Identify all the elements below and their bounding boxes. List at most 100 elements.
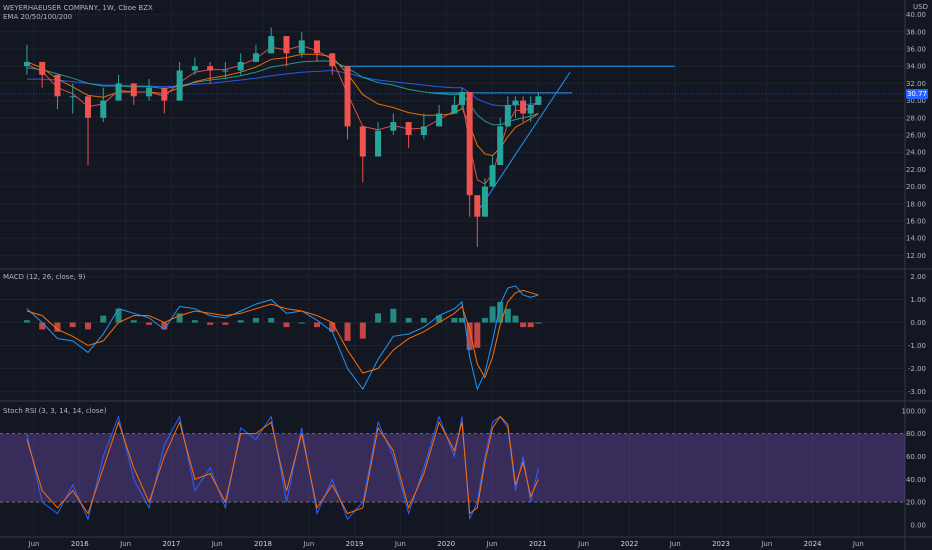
x-tick-label: 2022 [620,540,638,548]
chart-title: WEYERHAEUSER COMPANY, 1W, Cboe BZX [3,4,153,12]
price-tick-label: 14.00 [906,235,926,243]
candles [23,27,542,247]
macd-histogram-bar [39,322,46,330]
price-tick-label: 18.00 [906,200,926,208]
candle-body [207,66,214,71]
x-tick-label: Jun [669,540,681,548]
candle-body [466,92,473,196]
candle-body [268,36,275,54]
x-tick-label: 2018 [254,540,272,548]
stoch-tick-label: 0.00 [910,521,926,529]
x-tick-label: Jun [28,540,40,548]
x-tick-label: 2023 [712,540,730,548]
macd-histogram-bar [100,315,107,323]
candle-body [85,96,91,118]
x-tick-label: Jun [394,540,406,548]
candle-body [298,40,305,54]
macd-histogram-bar [85,322,91,330]
price-tick-label: 38.00 [906,28,926,36]
macd-histogram-bar [146,322,153,325]
candle-body [130,83,137,97]
grid-lines [0,0,905,536]
candle-body [329,53,336,67]
ema-legend: EMA 20/50/100/200 [3,13,73,21]
price-tick-label: 22.00 [906,166,926,174]
stoch-d-line [26,415,539,515]
macd-histogram-bar [207,322,214,325]
price-tick-label: 24.00 [906,149,926,157]
x-tick-label: Jun [119,540,131,548]
candle-body [489,165,496,187]
macd-histogram-bar [359,322,366,339]
macd-histogram-bar [375,313,382,323]
x-tick-label: Jun [486,540,498,548]
stoch-tick-label: 40.00 [906,476,926,484]
x-tick-label: 2017 [162,540,180,548]
stoch-band-fill [0,433,905,503]
candle-body [535,96,542,105]
candle-body [359,126,366,157]
macd-histogram-bar [298,322,305,324]
candle-body [23,61,30,67]
macd-line [26,285,539,391]
macd-histogram-bar [497,301,504,323]
macd-histogram-bar [161,322,168,330]
candle-body [100,100,107,118]
macd-histogram-bar [283,322,290,328]
macd-histogram-bar [268,317,275,323]
macd-histogram-bar [54,322,61,332]
candle-body [252,53,259,62]
x-tick-label: Jun [852,540,864,548]
x-tick-label: 2020 [437,540,455,548]
price-tick-label: 32.00 [906,80,926,88]
price-tick-label: 20.00 [906,183,926,191]
macd-histogram-bar [314,322,320,328]
macd-histogram-bar [390,308,397,323]
macd-histogram-bar [489,306,496,323]
currency-label: USD [913,3,928,11]
stoch-tick-label: 20.00 [906,499,926,507]
macd-histogram-bar [329,322,336,332]
macd-histogram-bar [466,322,473,351]
candle-body [474,195,481,217]
candle-body [459,92,466,105]
macd-histogram-bar [520,322,527,328]
macd-histogram-bar [130,320,137,323]
macd-histogram-bar [436,315,443,323]
x-tick-label: Jun [211,540,223,548]
price-tick-label: 30.00 [906,97,926,105]
macd-histogram-bar [527,322,534,328]
macd-histogram-bar [23,320,30,323]
macd-histogram-bar [451,317,458,323]
last-price-tag: 30.77 [906,89,928,99]
price-tick-label: 36.00 [906,46,926,54]
macd-histogram-bar [405,317,412,323]
candle-body [146,87,153,97]
macd-label: MACD (12, 26, close, 9) [3,273,86,281]
macd-tick-label: -3.00 [908,388,926,396]
x-tick-label: 2019 [346,540,364,548]
x-tick-label: Jun [760,540,772,548]
candle-body [497,126,504,166]
candle-body [176,70,183,101]
candle-body [375,130,382,157]
macd-tick-label: 0.00 [910,319,926,327]
macd-histogram-bar [344,322,351,341]
macd-histogram-bar [191,320,198,323]
macd-histogram [23,301,542,351]
macd-histogram-bar [535,322,542,324]
macd-histogram-bar [481,317,488,323]
candle-body [520,100,527,114]
macd-histogram-bar [222,322,229,325]
ema100-line [26,60,539,126]
candle-body [161,87,168,101]
x-tick-label: Jun [577,540,589,548]
candle-body [115,83,122,101]
candle-body [69,96,76,98]
candle-body [344,66,351,127]
candle-body [420,126,427,135]
candle-body [39,61,46,75]
stoch-tick-label: 100.00 [902,407,927,415]
candle-body [191,66,198,71]
candle-body [512,100,519,105]
